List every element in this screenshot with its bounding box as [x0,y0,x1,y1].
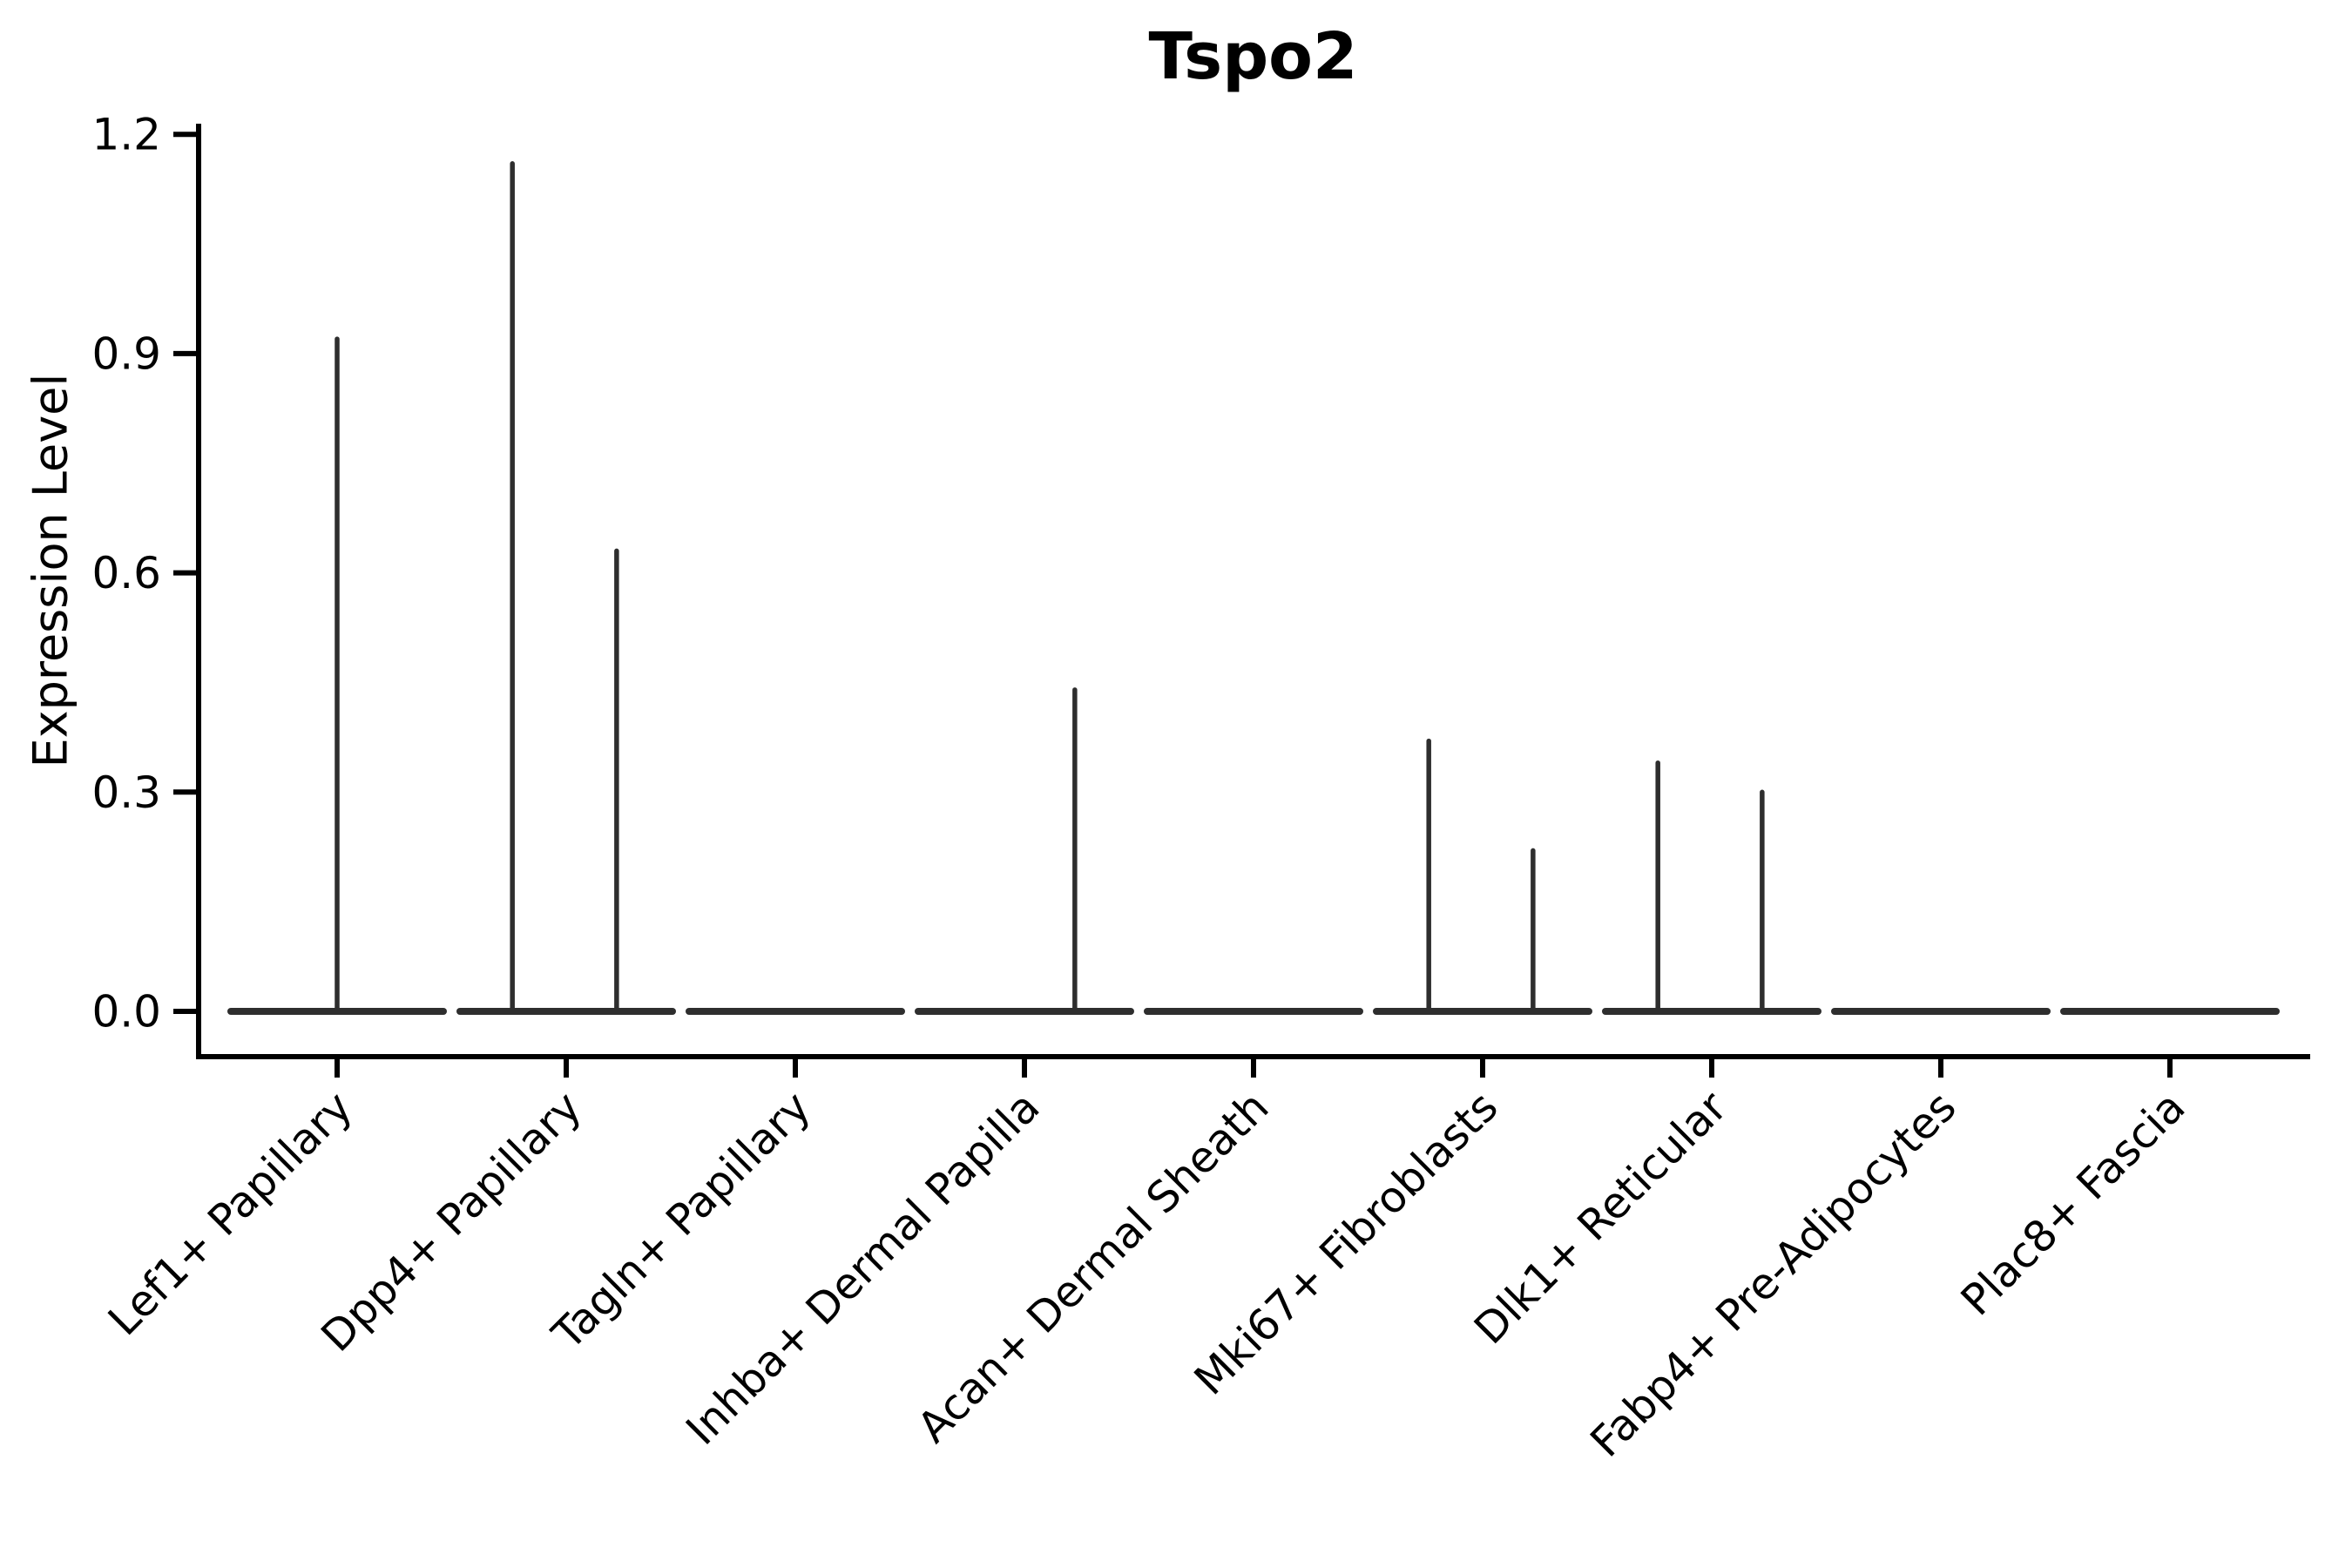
x-tick-label: Plac8+ Fascia [1951,1082,2194,1325]
x-tick-label: Lef1+ Papillary [98,1082,362,1345]
y-tick-label: 0.0 [91,987,161,1037]
y-tick-label: 0.6 [91,548,161,598]
y-tick-label: 0.9 [91,328,161,379]
chart-title: Tspo2 [1148,19,1358,94]
y-tick-label: 0.3 [91,767,161,818]
y-tick-label: 1.2 [91,110,161,160]
x-tick-label: Dlk1+ Reticular [1465,1082,1738,1355]
x-tick-label: Fabp4+ Pre-Adipocytes [1581,1082,1966,1467]
